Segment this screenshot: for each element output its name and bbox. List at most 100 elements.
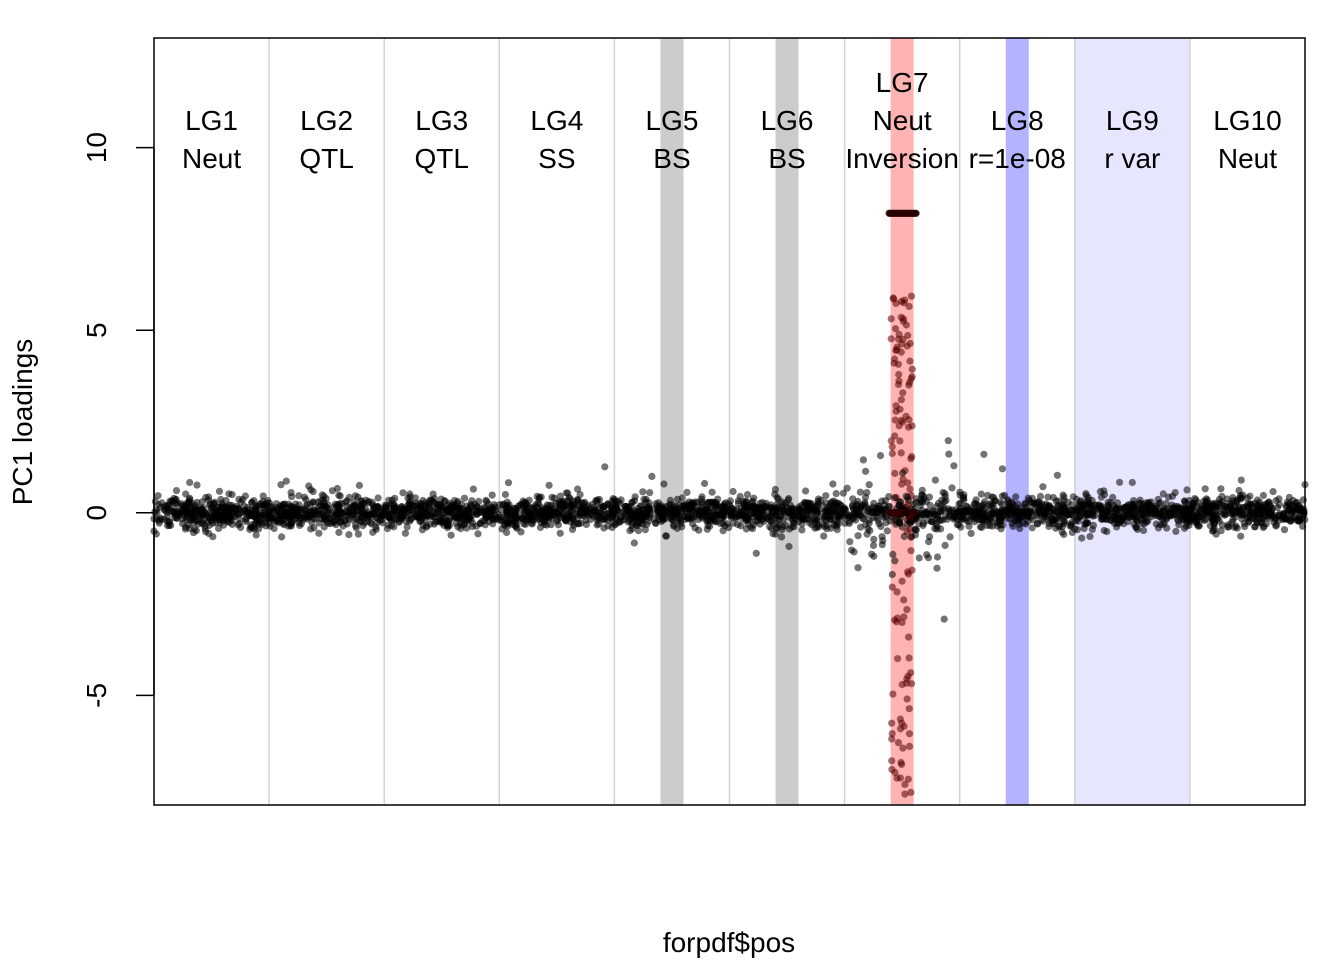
data-point bbox=[1200, 516, 1209, 525]
data-point bbox=[309, 498, 317, 506]
data-point bbox=[903, 675, 911, 683]
data-point bbox=[897, 396, 906, 404]
data-point bbox=[828, 498, 836, 506]
data-point bbox=[711, 517, 720, 526]
data-point bbox=[429, 490, 437, 498]
data-point bbox=[802, 487, 810, 495]
data-point bbox=[282, 477, 290, 485]
data-point bbox=[1210, 519, 1219, 528]
data-point bbox=[175, 509, 183, 517]
data-point bbox=[862, 467, 870, 475]
data-point bbox=[496, 501, 504, 509]
data-point bbox=[1099, 509, 1108, 517]
data-point bbox=[832, 490, 840, 498]
data-point bbox=[915, 554, 923, 562]
data-point bbox=[895, 330, 903, 338]
data-point bbox=[488, 491, 496, 499]
data-point bbox=[1141, 507, 1149, 515]
data-point bbox=[429, 507, 437, 515]
data-point bbox=[734, 497, 743, 505]
data-point bbox=[246, 511, 254, 520]
data-point bbox=[894, 655, 902, 663]
data-point bbox=[839, 489, 848, 497]
data-point bbox=[892, 346, 900, 354]
data-point bbox=[968, 513, 976, 521]
data-point bbox=[457, 525, 465, 533]
data-point bbox=[190, 529, 198, 537]
data-point bbox=[166, 497, 174, 505]
data-point bbox=[345, 531, 353, 539]
data-point bbox=[1011, 516, 1019, 524]
data-point bbox=[899, 315, 907, 323]
data-point bbox=[560, 503, 568, 511]
group-name-label: LG3 bbox=[415, 105, 468, 136]
group-name-label: LG6 bbox=[761, 105, 814, 136]
data-point bbox=[899, 418, 907, 426]
data-point bbox=[562, 513, 571, 521]
group-desc-label: QTL bbox=[415, 143, 469, 174]
data-point bbox=[908, 453, 916, 461]
data-point bbox=[1017, 504, 1025, 512]
data-point bbox=[865, 481, 873, 489]
data-point bbox=[898, 680, 906, 689]
data-point bbox=[469, 485, 477, 493]
y-tick-label: 10 bbox=[81, 132, 112, 163]
data-point bbox=[856, 488, 865, 496]
data-point bbox=[905, 730, 914, 738]
data-point bbox=[403, 523, 411, 531]
data-point bbox=[218, 499, 226, 507]
data-point bbox=[628, 521, 636, 529]
data-point bbox=[950, 513, 958, 522]
data-point bbox=[900, 596, 908, 604]
data-point bbox=[906, 378, 914, 386]
data-point bbox=[351, 501, 359, 509]
data-point bbox=[1259, 491, 1267, 500]
data-point bbox=[531, 509, 539, 517]
data-point bbox=[905, 654, 913, 662]
data-point bbox=[384, 521, 392, 529]
data-point bbox=[1103, 528, 1111, 536]
data-point bbox=[889, 690, 897, 698]
group-desc-label: r=1e-08 bbox=[969, 143, 1066, 174]
data-point bbox=[194, 520, 203, 528]
data-point bbox=[307, 486, 315, 494]
data-point bbox=[757, 516, 765, 524]
data-point bbox=[941, 541, 949, 550]
data-point bbox=[791, 509, 799, 517]
data-point bbox=[743, 491, 752, 499]
data-point bbox=[1096, 488, 1104, 496]
data-point bbox=[1022, 520, 1030, 528]
data-point bbox=[1203, 509, 1212, 517]
data-point bbox=[468, 511, 476, 520]
data-point bbox=[354, 530, 362, 538]
data-point bbox=[1156, 521, 1164, 529]
data-point bbox=[571, 501, 579, 510]
data-point bbox=[908, 373, 916, 381]
data-point bbox=[946, 533, 954, 541]
data-point bbox=[829, 480, 837, 488]
data-point bbox=[1004, 505, 1012, 513]
data-point bbox=[891, 557, 899, 565]
data-point bbox=[1011, 510, 1020, 518]
data-point bbox=[473, 502, 481, 511]
data-point bbox=[903, 509, 911, 517]
data-point bbox=[742, 525, 751, 533]
data-point bbox=[1264, 505, 1272, 513]
data-point bbox=[975, 502, 983, 510]
data-point bbox=[358, 511, 366, 520]
data-point bbox=[1054, 497, 1062, 505]
data-point bbox=[991, 496, 999, 505]
data-point bbox=[616, 500, 624, 508]
data-point bbox=[895, 498, 903, 506]
data-point bbox=[225, 490, 233, 498]
data-point bbox=[250, 497, 258, 505]
group-name-label: LG7 bbox=[876, 67, 929, 98]
data-point bbox=[861, 498, 869, 507]
data-point bbox=[1036, 492, 1045, 500]
data-point bbox=[944, 437, 952, 445]
data-point bbox=[904, 775, 912, 783]
data-point bbox=[698, 493, 706, 501]
data-point bbox=[887, 437, 895, 445]
data-point bbox=[1082, 518, 1090, 527]
data-point bbox=[1110, 515, 1119, 524]
